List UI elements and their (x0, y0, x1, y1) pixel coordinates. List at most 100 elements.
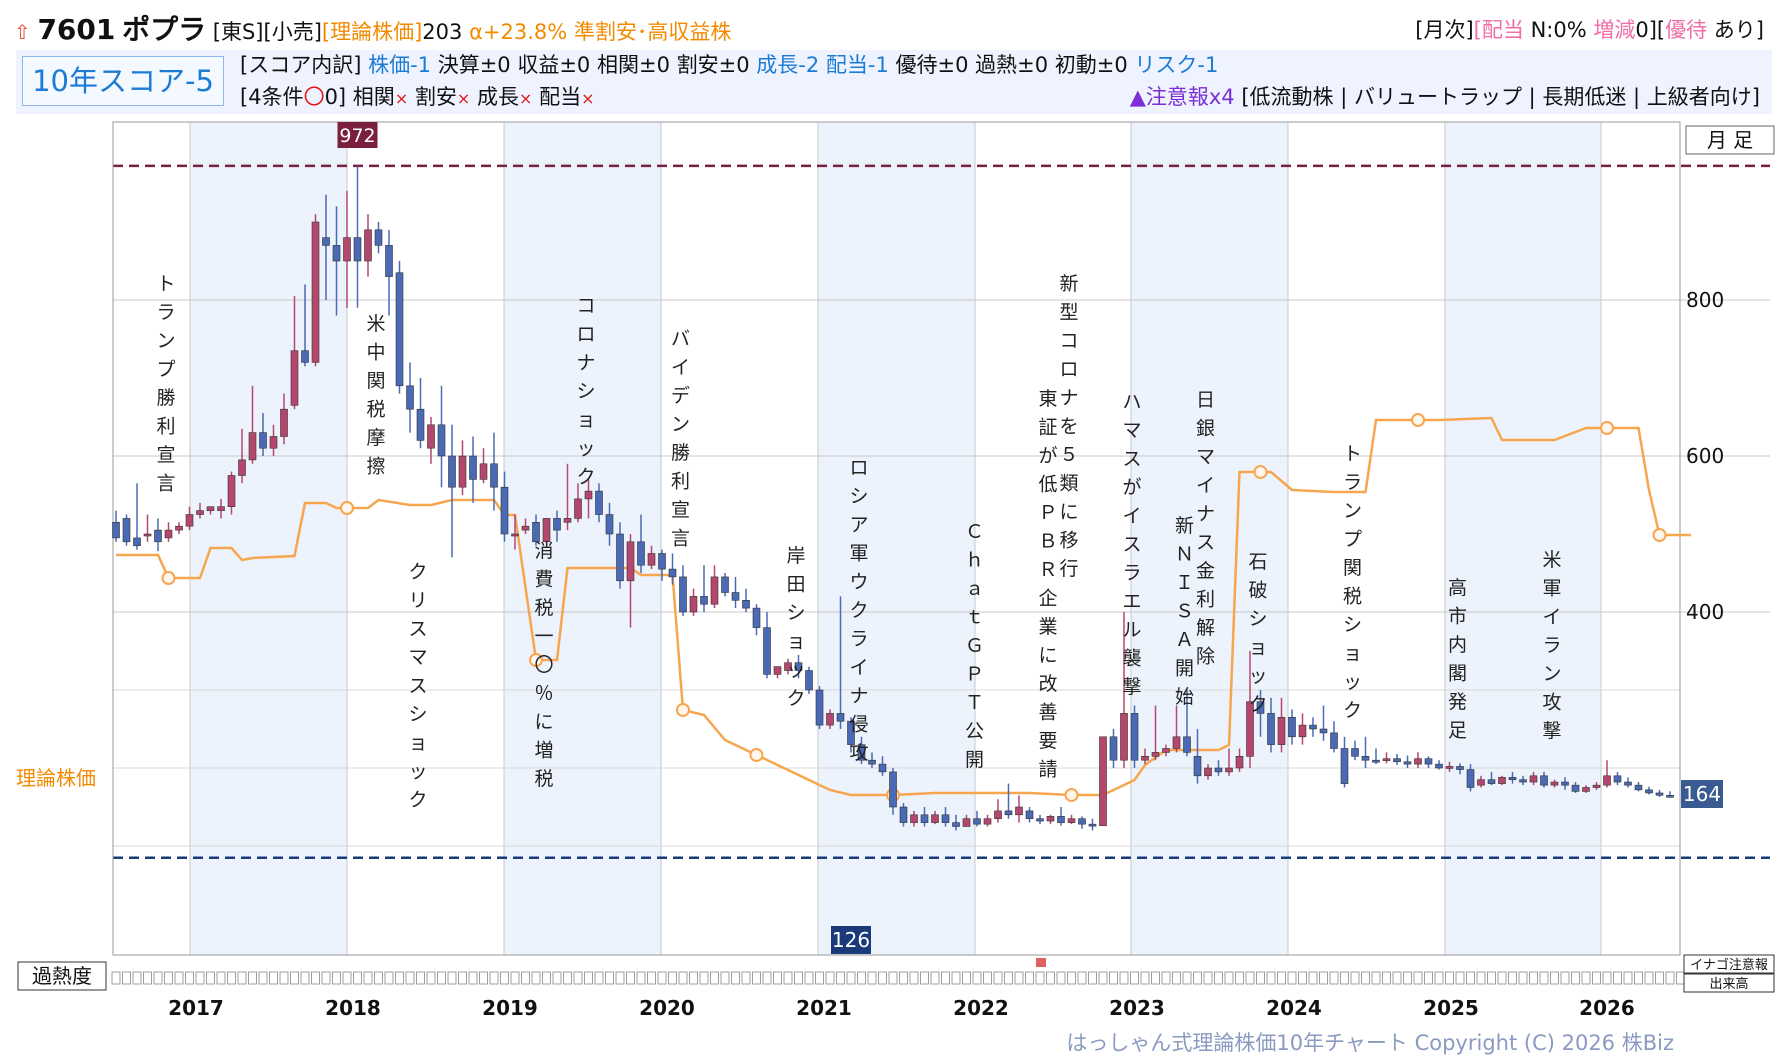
volume-label: 出来高 (1709, 976, 1748, 992)
overheat-cell (521, 971, 530, 985)
candle (322, 194, 330, 300)
event-char: シ (408, 704, 427, 726)
candle (1046, 814, 1055, 825)
event-char: 言 (671, 528, 690, 550)
overheat-cell (1214, 971, 1223, 985)
candle-body (563, 518, 572, 523)
grid-lines (113, 122, 1770, 955)
candle (1403, 755, 1412, 768)
candle-body (553, 518, 561, 531)
x-tick-label: 2022 (953, 996, 1009, 1020)
event-char: 破 (1248, 580, 1267, 602)
overheat-cell (710, 971, 719, 985)
event-char: ウ (849, 571, 868, 593)
candle (1372, 748, 1380, 765)
candle (1246, 651, 1254, 768)
overheat-cell (227, 971, 236, 985)
overheat-cell (384, 971, 394, 985)
score-conditions: [4条件〇0] 相関× 割安× 成長× 配当× (240, 82, 595, 112)
event-char: ク (1248, 694, 1267, 716)
candle-body (752, 607, 761, 628)
event-char: 市 (1448, 606, 1467, 628)
candle (416, 378, 425, 449)
overheat-cell (458, 971, 467, 985)
overheat-cell (237, 971, 247, 985)
candle (196, 502, 204, 519)
event-char: Ｔ (965, 692, 984, 714)
candle-body (1445, 766, 1454, 769)
candle-body (1204, 767, 1212, 777)
overheat-cell (1613, 971, 1622, 985)
candle-body (742, 599, 750, 609)
candle (1361, 736, 1370, 768)
event-char: バ (671, 328, 690, 350)
candle-body (731, 592, 740, 601)
overheat-cell (615, 971, 625, 985)
stock-tags: 準割安･高収益株 (573, 20, 732, 44)
event-char: 解 (1196, 617, 1215, 639)
candle (521, 518, 530, 534)
theory-marker (1064, 788, 1079, 802)
candle (983, 814, 992, 827)
candle-body (1435, 763, 1443, 769)
candle-body (679, 576, 687, 613)
event-char: ナ (1196, 503, 1215, 525)
candle-body (1550, 781, 1559, 786)
overheat-cell (1130, 971, 1139, 985)
candle-body (469, 455, 477, 480)
candle-body (532, 521, 540, 543)
condition-item: 割安× (408, 85, 471, 109)
candle-body (1571, 784, 1580, 792)
candle-body (1235, 755, 1244, 769)
event-char: 要 (1038, 730, 1057, 752)
volume-box (1683, 973, 1775, 993)
event-char: 摩 (366, 427, 385, 449)
overheat-cell (1235, 971, 1244, 985)
overheat-cell (626, 971, 635, 985)
theory-value: 203 (422, 20, 463, 44)
event-char: 移 (1059, 530, 1078, 552)
theory-marker (1411, 413, 1425, 427)
candle (332, 206, 341, 316)
overheat-cell (678, 971, 688, 985)
event-char: 攻 (1542, 692, 1561, 714)
event-char: ン (1343, 500, 1362, 522)
candle-body (1004, 810, 1013, 816)
candle-body (1382, 758, 1391, 761)
overheat-cell (1455, 971, 1465, 985)
year-band (818, 122, 975, 955)
event-char: コ (1059, 330, 1078, 352)
overheat-cell (1571, 971, 1580, 985)
overheat-cell (857, 971, 866, 985)
event-char: 企 (1038, 588, 1057, 610)
overheat-cell (1193, 971, 1202, 985)
last-price-label: 164 (1683, 782, 1721, 806)
score-item: 過熱±0 (968, 53, 1049, 77)
overheat-cell (1298, 971, 1307, 985)
event-char: に (534, 711, 553, 733)
event-char: 閣 (1448, 663, 1467, 685)
event-char: Ｐ (965, 664, 984, 686)
year-band (190, 122, 347, 955)
candle (532, 514, 540, 546)
event-char: Ｒ (1038, 559, 1057, 581)
x-tick-label: 2024 (1266, 996, 1322, 1020)
candle-body (1256, 701, 1265, 714)
event-char: ス (1196, 532, 1215, 554)
overheat-cell (930, 971, 940, 985)
max-price-label: 972 (339, 125, 375, 147)
candle (1277, 697, 1286, 753)
overheat-cell (1140, 971, 1150, 985)
overheat-cell (164, 971, 173, 985)
candle-body (290, 350, 299, 406)
overheat-cell (1508, 971, 1517, 985)
event-char: ス (1122, 448, 1141, 470)
overheat-cell (405, 971, 415, 985)
candle-body (185, 514, 194, 527)
event-char: 米 (366, 313, 385, 335)
event-char: 税 (534, 768, 553, 790)
